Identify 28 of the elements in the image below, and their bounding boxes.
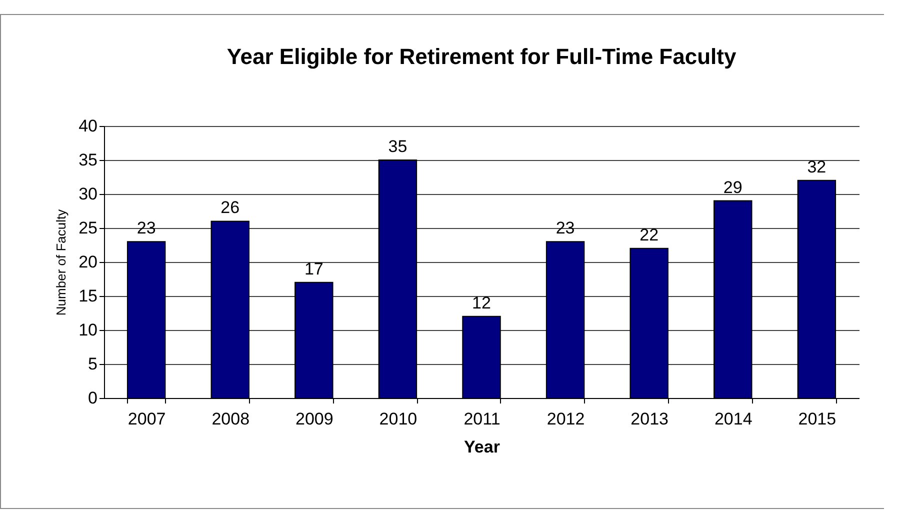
data-label: 35 xyxy=(388,137,408,156)
x-axis-title: Year xyxy=(464,438,500,456)
x-tick-label: 2012 xyxy=(546,410,585,428)
y-tick-label: 35 xyxy=(78,150,98,170)
x-tick-label: 2011 xyxy=(464,410,500,428)
y-tick-label: 0 xyxy=(88,388,98,408)
data-label: 26 xyxy=(220,198,240,218)
data-label: 32 xyxy=(807,157,826,176)
x-tick-label: 2010 xyxy=(379,410,418,428)
x-tick-label: 2015 xyxy=(798,410,836,428)
y-tick-label: 25 xyxy=(78,218,98,238)
y-tick-label: 20 xyxy=(78,252,98,272)
data-label: 29 xyxy=(723,178,742,197)
x-tick-label: 2007 xyxy=(128,410,166,428)
x-tick-label: 2009 xyxy=(295,410,334,428)
y-axis-title: Number of Faculty xyxy=(54,208,69,316)
chart-title: Year Eligible for Retirement for Full-Time Faculty xyxy=(226,44,737,69)
data-label: 22 xyxy=(640,225,659,244)
y-tick-label: 5 xyxy=(88,354,98,374)
x-tick-label: 2008 xyxy=(212,410,250,428)
data-label: 12 xyxy=(472,293,491,312)
x-tick-label: 2014 xyxy=(714,410,752,428)
y-tick-label: 30 xyxy=(78,184,98,204)
x-tick-label: 2013 xyxy=(630,410,669,428)
y-tick-label: 40 xyxy=(78,116,98,136)
y-tick-label: 10 xyxy=(78,320,98,340)
y-tick-label: 15 xyxy=(78,286,98,306)
data-label: 17 xyxy=(304,259,324,278)
